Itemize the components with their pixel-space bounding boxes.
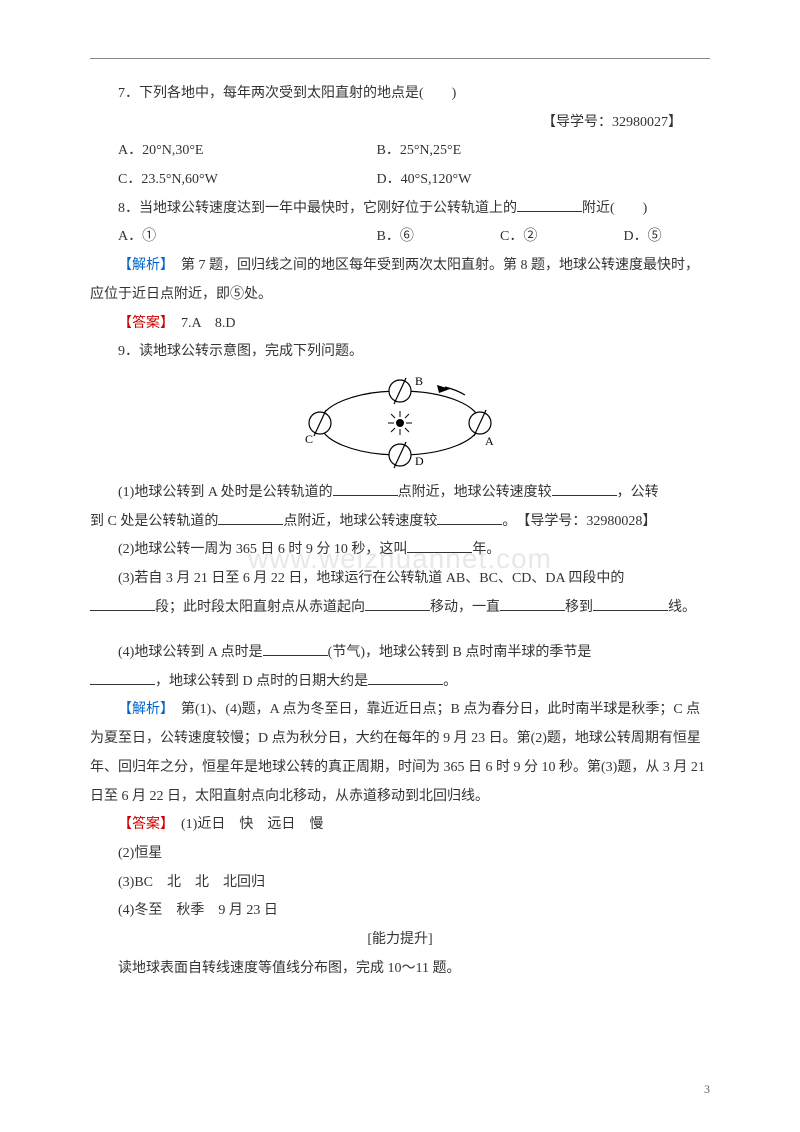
t: 移动，一直 [430, 600, 500, 615]
t: (4)地球公转到 A 点时是 [118, 645, 263, 660]
q7-options-row1: A．20°N,30°E B．25°N,25°E [90, 137, 710, 166]
ans-78: 【答案】 7.A 8.D [90, 310, 710, 339]
ref-2: 【导学号：32980028】 [523, 514, 656, 529]
ans9-l3: (3)BC 北 北 北回归 [90, 869, 710, 898]
t: 点附近，地球公转速度较 [398, 485, 552, 500]
q8-stem-b: 附近( ) [582, 201, 647, 216]
ans-label: 【答案】 [118, 817, 167, 832]
sol-9: 【解析】 第(1)、(4)题，A 点为冬至日，靠近近日点；B 点为春分日，此时南… [90, 696, 710, 811]
q8-opt-a: A．① [118, 223, 373, 252]
q9-p4-cont: ，地球公转到 D 点时的日期大约是 。 [90, 668, 710, 697]
blank [263, 642, 328, 656]
t: 。 [502, 514, 509, 529]
t: 线。 [668, 600, 696, 615]
q7-stem: 7．下列各地中，每年两次受到太阳直射的地点是( ) [90, 80, 710, 109]
label-b: B [415, 374, 423, 388]
blank [368, 671, 443, 685]
q8-stem: 8．当地球公转速度达到一年中最快时，它刚好位于公转轨道上的 附近( ) [90, 195, 710, 224]
q9-p1: (1)地球公转到 A 处时是公转轨道的 点附近，地球公转速度较 ，公转 [90, 479, 710, 508]
q7-opt-a: A．20°N,30°E [118, 137, 373, 166]
ans9-l2: (2)恒星 [90, 840, 710, 869]
t: 年。 [472, 542, 500, 557]
t: 到 C 处是公转轨道的 [90, 514, 218, 529]
blank [552, 482, 617, 496]
t: 移到 [565, 600, 593, 615]
q8-opt-d: D．⑤ [624, 223, 662, 252]
blank [333, 482, 398, 496]
sol-78-text: 第 7 题，回归线之间的地区每年受到两次太阳直射。第 8 题，地球公转速度最快时… [90, 258, 699, 302]
q9-p3: (3)若自 3 月 21 日至 6 月 22 日，地球运行在公转轨道 AB、BC… [90, 565, 710, 594]
sol-9-text: 第(1)、(4)题，A 点为冬至日，靠近近日点；B 点为春分日，此时南半球是秋季… [90, 702, 705, 803]
q8-stem-a: 8．当地球公转速度达到一年中最快时，它刚好位于公转轨道上的 [118, 201, 517, 216]
blank [365, 597, 430, 611]
q7-opt-c: C．23.5°N,60°W [118, 166, 373, 195]
orbit-diagram: A B C D [305, 373, 495, 473]
q10-intro: 读地球表面自转线速度等值线分布图，完成 10～11 题。 [90, 955, 710, 984]
q8-opt-b: B．⑥ [377, 223, 497, 252]
q8-options: A．① B．⑥ C．② D．⑤ [90, 223, 710, 252]
blank [500, 597, 565, 611]
sol-label: 【解析】 [118, 702, 167, 717]
ans-78-text: 7.A 8.D [167, 316, 235, 331]
t: (节气)，地球公转到 B 点时南半球的季节是 [328, 645, 592, 660]
blank [218, 511, 283, 525]
ans9-l4: (4)冬至 秋季 9 月 23 日 [90, 897, 710, 926]
t: (2)地球公转一周为 365 日 6 时 9 分 10 秒，这叫 [118, 542, 407, 557]
q7-opt-b: B．25°N,25°E [377, 137, 462, 166]
q9-p1-cont: 到 C 处是公转轨道的 点附近，地球公转速度较 。 【导学号：32980028】 [90, 508, 710, 537]
header-rule [90, 58, 710, 59]
sol-label: 【解析】 [118, 258, 167, 273]
t: ，公转 [617, 485, 659, 500]
gap [90, 622, 710, 639]
t: 点附近，地球公转速度较 [283, 514, 437, 529]
q7-opt-d: D．40°S,120°W [377, 166, 472, 195]
q9-p3-cont: 段；此时段太阳直射点从赤道起向 移动，一直 移到 线。 [90, 594, 710, 623]
q7-options-row2: C．23.5°N,60°W D．40°S,120°W [90, 166, 710, 195]
blank [407, 539, 472, 553]
t: 段；此时段太阳直射点从赤道起向 [155, 600, 365, 615]
q8-opt-c: C．② [500, 223, 620, 252]
document-body: 7．下列各地中，每年两次受到太阳直射的地点是( ) 【导学号：32980027】… [90, 80, 710, 983]
label-a: A [485, 434, 494, 448]
ans9-l1: 【答案】 (1)近日 快 远日 慢 [90, 811, 710, 840]
ability-heading: [能力提升] [90, 926, 710, 955]
q9-p2: (2)地球公转一周为 365 日 6 时 9 分 10 秒，这叫 年。 [90, 536, 710, 565]
ans9-l1-text: (1)近日 快 远日 慢 [167, 817, 323, 832]
t: (1)地球公转到 A 处时是公转轨道的 [118, 485, 333, 500]
blank [593, 597, 668, 611]
blank [517, 198, 582, 212]
page-number: 3 [704, 1077, 710, 1102]
blank [437, 511, 502, 525]
label-d: D [415, 454, 424, 468]
ans-label: 【答案】 [118, 316, 167, 331]
t: 。 [443, 674, 457, 689]
blank [90, 597, 155, 611]
blank [90, 671, 155, 685]
q9-stem: 9．读地球公转示意图，完成下列问题。 [90, 338, 710, 367]
label-c: C [305, 432, 313, 446]
q9-p4: (4)地球公转到 A 点时是 (节气)，地球公转到 B 点时南半球的季节是 [90, 639, 710, 668]
sol-78: 【解析】 第 7 题，回归线之间的地区每年受到两次太阳直射。第 8 题，地球公转… [90, 252, 710, 309]
ref-1: 【导学号：32980027】 [90, 109, 710, 138]
t: ，地球公转到 D 点时的日期大约是 [155, 674, 368, 689]
